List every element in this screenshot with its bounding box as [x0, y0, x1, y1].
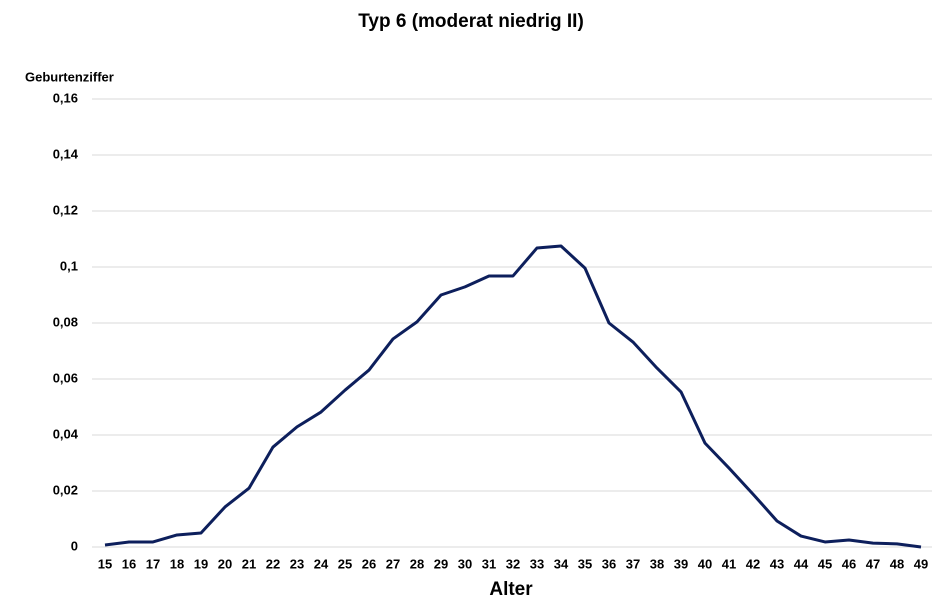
x-tick-label: 35 — [578, 556, 592, 571]
x-tick-label: 30 — [458, 556, 472, 571]
x-tick-label: 34 — [554, 556, 569, 571]
x-tick-label: 49 — [914, 556, 928, 571]
x-tick-label: 45 — [818, 556, 832, 571]
x-tick-label: 41 — [722, 556, 736, 571]
x-tick-label: 18 — [170, 556, 184, 571]
y-tick-label: 0,06 — [53, 370, 78, 385]
y-tick-label: 0,02 — [53, 482, 78, 497]
y-tick-label: 0,14 — [53, 146, 79, 161]
y-tick-label: 0,08 — [53, 314, 78, 329]
x-tick-label: 37 — [626, 556, 640, 571]
y-tick-label: 0,04 — [53, 426, 79, 441]
x-tick-label: 40 — [698, 556, 712, 571]
x-tick-label: 44 — [794, 556, 809, 571]
x-tick-label: 46 — [842, 556, 856, 571]
x-tick-label: 36 — [602, 556, 616, 571]
x-tick-label: 28 — [410, 556, 424, 571]
x-tick-label: 39 — [674, 556, 688, 571]
x-tick-label: 26 — [362, 556, 376, 571]
x-tick-label: 48 — [890, 556, 904, 571]
x-tick-label: 17 — [146, 556, 160, 571]
x-tick-label: 21 — [242, 556, 256, 571]
x-tick-label: 19 — [194, 556, 208, 571]
x-tick-label: 47 — [866, 556, 880, 571]
x-tick-label: 16 — [122, 556, 136, 571]
x-tick-label: 32 — [506, 556, 520, 571]
line — [104, 244, 922, 549]
chart-title: Typ 6 (moderat niedrig II) — [358, 11, 584, 32]
x-tick-label: 24 — [314, 556, 329, 571]
x-tick-label: 38 — [650, 556, 664, 571]
x-tick-label: 23 — [290, 556, 304, 571]
x-tick-label: 22 — [266, 556, 280, 571]
y-tick-label: 0 — [71, 538, 78, 553]
x-tick-label: 29 — [434, 556, 448, 571]
x-axis-title: Alter — [489, 579, 533, 600]
y-tick-label: 0,1 — [60, 258, 78, 273]
x-tick-label: 42 — [746, 556, 760, 571]
x-tick-label: 43 — [770, 556, 784, 571]
y-tick-label: 0,12 — [53, 202, 78, 217]
y-tick-label: 0,16 — [53, 90, 78, 105]
x-tick-label: 33 — [530, 556, 544, 571]
y-axis-title: Geburtenziffer — [25, 69, 114, 84]
x-tick-label: 20 — [218, 556, 232, 571]
x-tick-label: 15 — [98, 556, 112, 571]
x-tick-label: 27 — [386, 556, 400, 571]
x-tick-label: 25 — [338, 556, 352, 571]
x-tick-label: 31 — [482, 556, 496, 571]
